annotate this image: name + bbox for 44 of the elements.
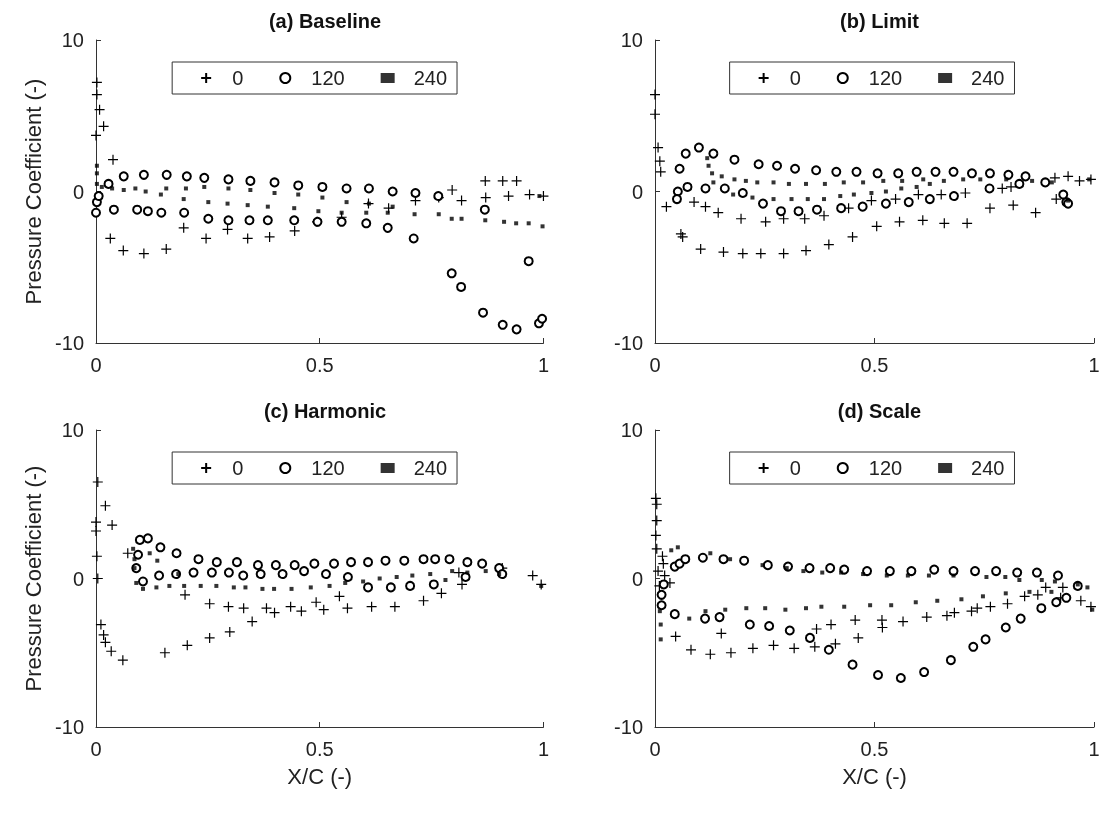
x-tick-label: 1 bbox=[537, 354, 549, 376]
x-tick-label: 0 bbox=[649, 738, 661, 760]
x-tick-label: 1 bbox=[537, 738, 549, 760]
x-tick-label: 0 bbox=[90, 738, 102, 760]
y-axis-title: Pressure Coefficient (-) bbox=[20, 465, 46, 692]
legend-label: 0 bbox=[789, 67, 801, 89]
x-axis-title: X/C (-) bbox=[842, 763, 907, 789]
legend-label: 120 bbox=[868, 457, 903, 479]
y-tick-label: 10 bbox=[61, 419, 84, 441]
x-axis-title: X/C (-) bbox=[287, 763, 353, 789]
x-tick-label: 1 bbox=[1088, 738, 1100, 760]
legend-label: 120 bbox=[311, 67, 345, 89]
legend-label: 120 bbox=[868, 67, 903, 89]
legend-label: 0 bbox=[232, 67, 244, 89]
legend-label: 240 bbox=[971, 457, 1005, 479]
y-tick-label: -10 bbox=[614, 332, 643, 354]
chart-title: (b) Limit bbox=[840, 10, 920, 32]
y-axis-title: Pressure Coefficient (-) bbox=[20, 78, 46, 305]
y-tick-label: 0 bbox=[72, 180, 84, 203]
legend-label: 240 bbox=[413, 67, 448, 89]
x-tick-label: 1 bbox=[1088, 354, 1100, 376]
y-tick-label: 10 bbox=[620, 29, 643, 51]
x-tick-label: 0.5 bbox=[860, 738, 889, 760]
x-tick-label: 0.5 bbox=[305, 738, 334, 760]
chart-title: (a) Baseline bbox=[268, 10, 382, 32]
y-tick-label: 0 bbox=[631, 567, 643, 590]
chart-title: (c) Harmonic bbox=[263, 400, 387, 422]
x-tick-label: 0 bbox=[90, 354, 102, 376]
y-tick-label: -10 bbox=[55, 716, 84, 738]
y-tick-label: 10 bbox=[620, 419, 643, 441]
legend-label: 0 bbox=[232, 457, 244, 479]
legend-label: 0 bbox=[789, 457, 801, 479]
y-tick-label: 0 bbox=[72, 567, 84, 590]
legend-label: 120 bbox=[311, 457, 345, 479]
legend-label: 240 bbox=[413, 457, 448, 479]
x-tick-label: 0.5 bbox=[860, 354, 889, 376]
chart-title: (d) Scale bbox=[837, 400, 922, 422]
x-tick-label: 0 bbox=[649, 354, 661, 376]
y-tick-label: 0 bbox=[631, 180, 643, 203]
legend-label: 240 bbox=[971, 67, 1005, 89]
y-tick-label: -10 bbox=[614, 716, 643, 738]
x-tick-label: 0.5 bbox=[305, 354, 334, 376]
y-tick-label: 10 bbox=[61, 29, 84, 51]
y-tick-label: -10 bbox=[55, 332, 84, 354]
